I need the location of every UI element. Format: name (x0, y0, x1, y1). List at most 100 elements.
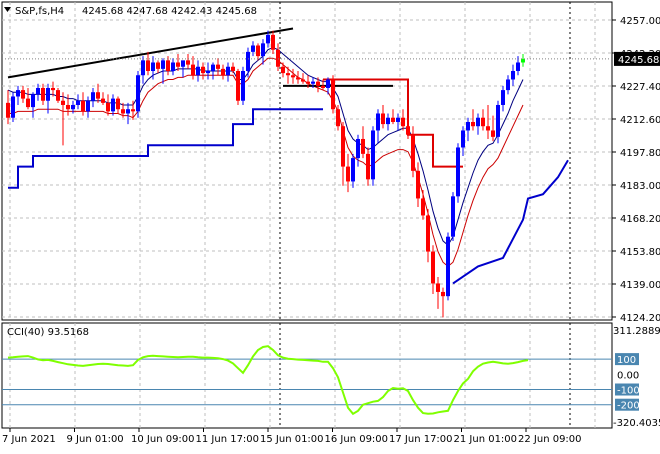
cci-level-marker (615, 353, 639, 366)
time-tick-label: 22 Jun 09:00 (518, 434, 582, 445)
candle-body (201, 66, 205, 74)
price-tick-label: 4197.80 (620, 148, 660, 159)
candle-body (336, 109, 340, 127)
candle-body (306, 81, 310, 84)
candle-body (511, 70, 515, 80)
candle-body (401, 117, 405, 127)
candle-body (121, 109, 125, 114)
candle-body (491, 130, 495, 137)
candle-body (366, 153, 370, 180)
candle-body (26, 98, 30, 108)
candle-body (96, 92, 100, 99)
candle-body (241, 70, 245, 101)
candle-body (131, 109, 135, 112)
candle-body (521, 58, 525, 63)
symbol-label: S&P,fs,H4 (15, 6, 64, 17)
candle-body (231, 66, 235, 71)
cci-tick-label: 0.00 (617, 370, 639, 381)
candle-body (471, 121, 475, 127)
time-tick-label: 21 Jun 01:00 (454, 434, 518, 445)
main-pane-frame (1, 1, 613, 321)
candle-body (261, 43, 265, 57)
cci-level-marker (615, 398, 639, 411)
candle-body (81, 100, 85, 112)
candle-body (496, 104, 500, 137)
candle-body (106, 102, 110, 112)
time-tick-label: 15 Jun 01:00 (260, 434, 324, 445)
candle-body (426, 215, 430, 252)
price-tick-label: 4139.00 (620, 280, 660, 291)
cci-max-label: 311.2889 (613, 326, 660, 337)
candle-body (36, 87, 40, 95)
price-tick-label: 4257.00 (620, 16, 660, 27)
candle-body (311, 81, 315, 84)
indicator-layer (2, 27, 612, 416)
candle-body (181, 60, 185, 67)
candle-body (101, 98, 105, 103)
candle-body (316, 81, 320, 86)
dropdown-arrow-icon[interactable] (4, 7, 11, 12)
candle-body (431, 251, 435, 284)
candle-body (461, 130, 465, 148)
time-tick-label: 10 Jun 09:00 (131, 434, 195, 445)
candle-body (516, 62, 520, 71)
candle-body (381, 113, 385, 125)
candle-body (361, 138, 365, 154)
candle-body (236, 70, 240, 101)
cci-min-label: -320.4035 (613, 418, 660, 429)
candle-body (11, 96, 15, 118)
candle-body (456, 147, 460, 197)
time-tick-label: 9 Jun 01:00 (67, 434, 124, 445)
candle-body (391, 117, 395, 122)
candle-body (176, 62, 180, 67)
candle-body (186, 60, 190, 65)
candle-body (51, 87, 55, 91)
time-tick-label: 11 Jun 17:00 (196, 434, 260, 445)
candle-body (341, 126, 345, 167)
candle-body (346, 166, 350, 182)
candle-body (226, 66, 230, 76)
candle-body (61, 100, 65, 105)
candle-body (166, 60, 170, 71)
candle-body (451, 196, 455, 237)
axis-layer: 4257.004242.204227.404212.604197.804183.… (2, 16, 660, 445)
candle-body (276, 49, 280, 67)
indicator-pane-frame (1, 322, 613, 429)
fast-ma-line (7, 47, 524, 246)
price-tick-label: 4212.60 (620, 115, 660, 126)
candle-body (301, 79, 305, 82)
candle-body (271, 34, 275, 50)
candle-body (296, 77, 300, 80)
candle-body (286, 73, 290, 76)
sar-high-line (323, 78, 463, 168)
candle-body (196, 66, 200, 76)
candle-body (151, 62, 155, 71)
candle-body (331, 79, 335, 110)
candle-body (421, 198, 425, 216)
candle-body (481, 117, 485, 127)
cci-line (7, 345, 529, 416)
candle-body (266, 34, 270, 44)
sar-low-line (8, 108, 323, 189)
candle-body (191, 64, 195, 76)
price-tick-label: 4168.20 (620, 214, 660, 225)
candle-body (506, 79, 510, 91)
candle-body (66, 104, 70, 110)
time-tick-label: 17 Jun 17:00 (389, 434, 453, 445)
candle-body (351, 158, 355, 182)
candle-body (501, 90, 505, 105)
candle-body (56, 90, 60, 101)
candle-body (71, 104, 75, 110)
candle-body (206, 70, 210, 74)
cci-level-marker (615, 383, 639, 396)
grid-layer (1, 1, 613, 429)
ohlc-values: 4245.68 4247.68 4242.43 4245.68 (82, 6, 257, 17)
candle-body (376, 113, 380, 131)
candle-body (76, 100, 80, 105)
indicator-header: CCI(40) 93.5168 311.2889 -320.4035 (7, 326, 660, 429)
candle-body (126, 109, 130, 114)
trendline (7, 27, 294, 79)
slow-ma-line (8, 57, 524, 268)
